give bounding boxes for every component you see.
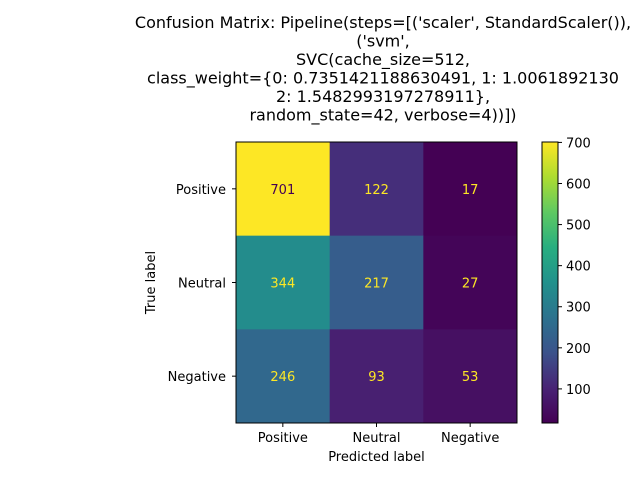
colorbar bbox=[541, 141, 559, 424]
y-axis-ticks: Positive Neutral Negative bbox=[168, 183, 236, 385]
chart-title-line: class_weight={0: 0.7351421188630491, 1: … bbox=[147, 69, 619, 89]
heatmap-cell-value: 122 bbox=[364, 183, 389, 198]
colorbar-ticks: 100 200 300 400 500 600 700 bbox=[558, 136, 591, 398]
heatmap-cell bbox=[329, 329, 424, 424]
heatmap-cell-value: 53 bbox=[462, 370, 479, 385]
y-tick-label: Positive bbox=[176, 183, 226, 198]
x-axis-label: Predicted label bbox=[328, 450, 425, 465]
chart-title-line: SVC(cache_size=512, bbox=[296, 50, 470, 70]
heatmap-cell-value: 93 bbox=[368, 370, 385, 385]
heatmap-cell-labels: 701 122 17 344 217 27 246 93 53 bbox=[270, 183, 478, 385]
heatmap-cells bbox=[236, 142, 518, 424]
heatmap-cell bbox=[423, 329, 518, 424]
colorbar-tick-label: 700 bbox=[566, 136, 591, 151]
x-tick-label: Negative bbox=[441, 431, 499, 446]
heatmap-cell-value: 17 bbox=[462, 183, 479, 198]
heatmap-cell-value: 344 bbox=[270, 277, 295, 292]
colorbar-tick-label: 600 bbox=[566, 177, 591, 192]
x-axis-ticks: Positive Neutral Negative bbox=[258, 423, 499, 446]
heatmap-cell bbox=[329, 142, 424, 237]
chart-title: Confusion Matrix: Pipeline(steps=[('scal… bbox=[135, 13, 631, 126]
heatmap-cell-value: 27 bbox=[462, 277, 479, 292]
x-tick-label: Neutral bbox=[353, 431, 401, 446]
heatmap-cell bbox=[423, 142, 518, 237]
y-axis-label: True label bbox=[144, 251, 159, 315]
chart-title-line: Confusion Matrix: Pipeline(steps=[('scal… bbox=[135, 13, 631, 32]
colorbar-tick-label: 400 bbox=[566, 260, 591, 275]
heatmap-cell bbox=[236, 329, 331, 424]
colorbar-tick-label: 100 bbox=[566, 383, 591, 398]
colorbar-tick-label: 200 bbox=[566, 342, 591, 357]
y-tick-label: Negative bbox=[168, 370, 226, 385]
colorbar-tick-label: 500 bbox=[566, 219, 591, 234]
heatmap-cell bbox=[236, 142, 331, 237]
heatmap-cell-value: 246 bbox=[270, 370, 295, 385]
colorbar-tick-label: 300 bbox=[566, 301, 591, 316]
chart-title-line: ('svm', bbox=[356, 32, 410, 51]
chart-title-line: random_state=42, verbose=4))]) bbox=[249, 106, 516, 126]
heatmap-cell bbox=[423, 235, 518, 330]
heatmap-cell bbox=[236, 235, 331, 330]
heatmap-cell-value: 217 bbox=[364, 277, 389, 292]
heatmap-cell bbox=[329, 235, 424, 330]
x-tick-label: Positive bbox=[258, 431, 308, 446]
y-tick-label: Neutral bbox=[178, 277, 226, 292]
chart-title-line: 2: 1.5482993197278911}, bbox=[276, 87, 490, 106]
heatmap-cell-value: 701 bbox=[270, 183, 295, 198]
